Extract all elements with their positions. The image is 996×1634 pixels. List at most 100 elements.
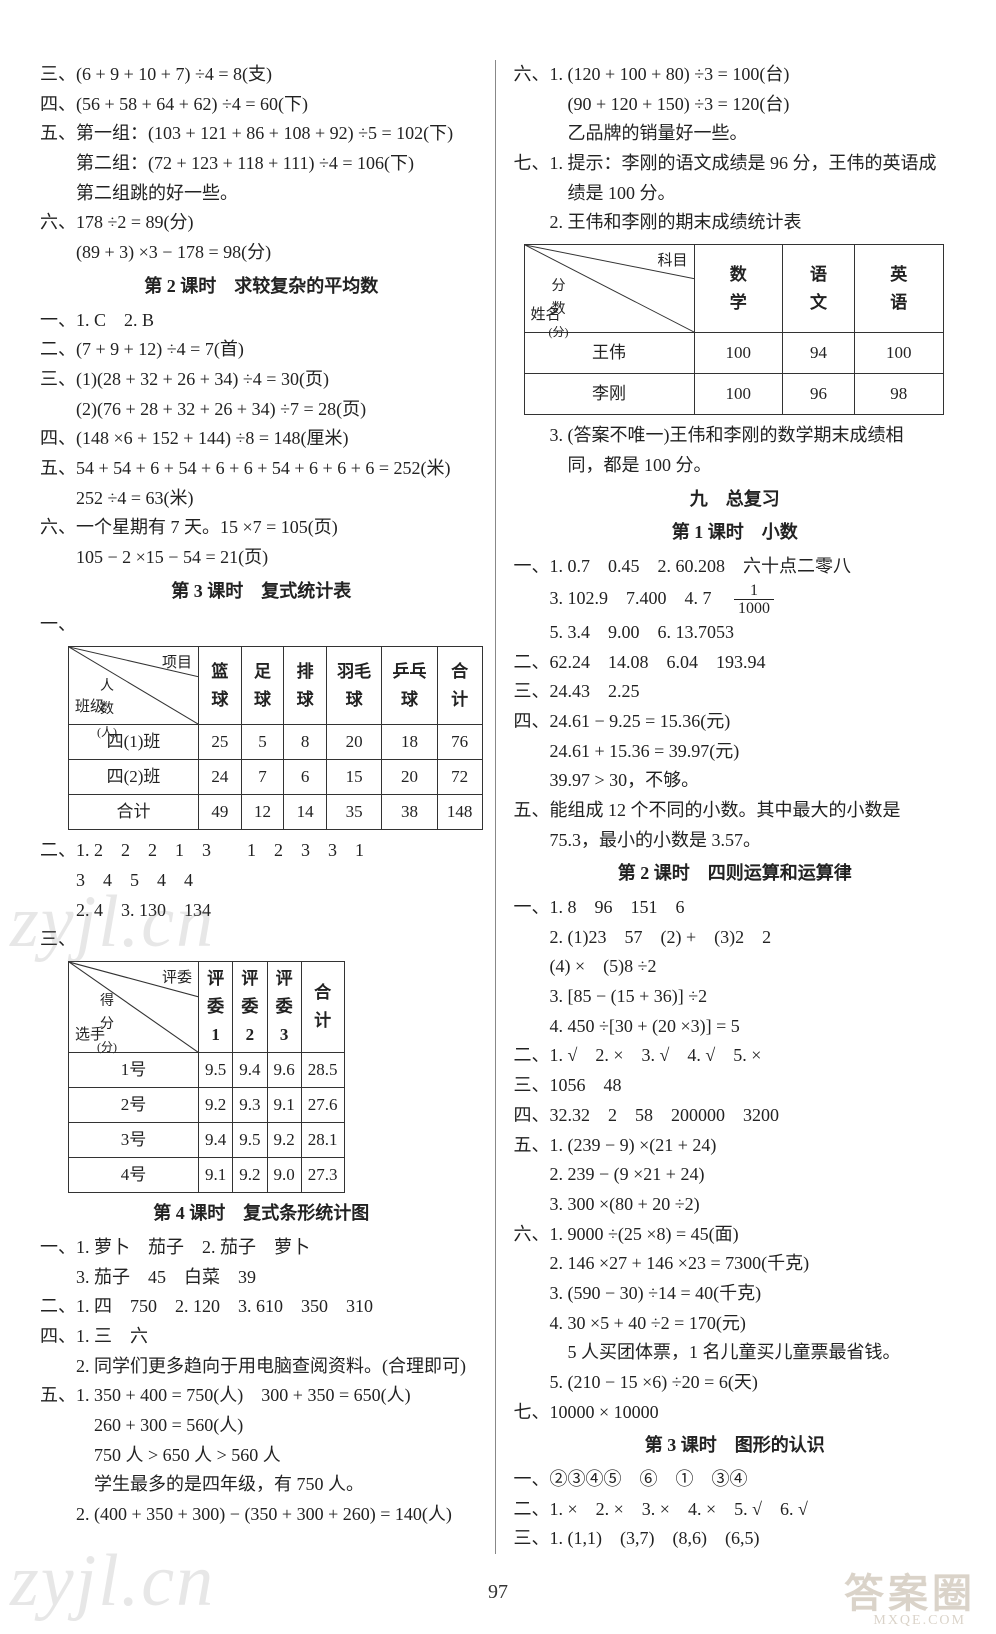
- page: 三、(6 + 9 + 10 + 7) ÷4 = 8(支)四、(56 + 58 +…: [0, 0, 996, 1634]
- text-line: 105 − 2 ×15 − 54 = 21(页): [40, 543, 483, 573]
- cell: 100: [694, 333, 782, 374]
- table-row: 四(2)班2476152072: [69, 760, 483, 795]
- table-row: 王伟10094100: [524, 333, 943, 374]
- text-line: 3. [85 − (15 + 36)] ÷2: [514, 982, 957, 1012]
- cell: 9.4: [233, 1053, 267, 1088]
- table-diag-header: 评委 得分(分) 选手: [69, 961, 199, 1052]
- cell: 9.2: [233, 1158, 267, 1193]
- text-line: (89 + 3) ×3 − 178 = 98(分): [40, 238, 483, 268]
- text-line: 3. (590 − 30) ÷14 = 40(千克): [514, 1279, 957, 1309]
- cell: 28.1: [301, 1123, 344, 1158]
- text-line: 3. 茄子 45 白菜 39: [40, 1263, 483, 1293]
- cell: 28.5: [301, 1053, 344, 1088]
- table-row: 四(1)班2558201876: [69, 725, 483, 760]
- text-line: 三、1. (1,1) (3,7) (8,6) (6,5): [514, 1524, 957, 1554]
- cell: 94: [782, 333, 854, 374]
- row-label: 四(1)班: [69, 725, 199, 760]
- heading-r-lesson-2: 第 2 课时 四则运算和运算律: [514, 859, 957, 889]
- text-line: 3. 300 ×(80 + 20 ÷2): [514, 1190, 957, 1220]
- table-row: 3号9.49.59.228.1: [69, 1123, 345, 1158]
- text-line: 5. (210 − 15 ×6) ÷20 = 6(天): [514, 1368, 957, 1398]
- text-line: 一、1. C 2. B: [40, 306, 483, 336]
- cell: 9.2: [267, 1123, 301, 1158]
- text-line: 260 + 300 = 560(人): [40, 1411, 483, 1441]
- text-line: 四、1. 三 六: [40, 1322, 483, 1352]
- cell: 9.1: [199, 1158, 233, 1193]
- text-line: (90 + 120 + 150) ÷3 = 120(台): [514, 90, 957, 120]
- table-diag-header: 项目 人数(人) 班级: [69, 647, 199, 725]
- text-line: 七、1. 提示：李刚的语文成绩是 96 分，王伟的英语成: [514, 149, 957, 179]
- cell: 72: [437, 760, 482, 795]
- page-number: 97: [488, 1581, 508, 1604]
- text-line: 5. 3.4 9.00 6. 13.7053: [514, 618, 957, 648]
- cell: 18: [382, 725, 437, 760]
- text-line: 一、②③④⑤ ⑥ ① ③④: [514, 1465, 957, 1495]
- text-line: (4) × (5)8 ÷2: [514, 952, 957, 982]
- table-judges: 评委 得分(分) 选手 评委1 评委2 评委3 合计 1号9.59.49.628…: [68, 961, 345, 1193]
- text-line: 乙品牌的销量好一些。: [514, 119, 957, 149]
- text-line: 24.61 + 15.36 = 39.97(元): [514, 737, 957, 767]
- cell: 9.2: [199, 1088, 233, 1123]
- text-line: 4. 30 ×5 + 40 ÷2 = 170(元): [514, 1309, 957, 1339]
- text-line: 六、178 ÷2 = 89(分): [40, 208, 483, 238]
- cell: 14: [284, 795, 327, 830]
- text-line: 2. 4 3. 130 134: [40, 896, 483, 926]
- text-line: 一、1. 8 96 151 6: [514, 893, 957, 923]
- text-line: 一、1. 0.7 0.45 2. 60.208 六十点二零八: [514, 552, 957, 582]
- row-label: 四(2)班: [69, 760, 199, 795]
- row-label: 1号: [69, 1053, 199, 1088]
- row-label: 2号: [69, 1088, 199, 1123]
- text-line: 252 ÷4 = 63(米): [40, 484, 483, 514]
- heading-r-lesson-1: 第 1 课时 小数: [514, 518, 957, 548]
- text-line: 第二组跳的好一些。: [40, 179, 483, 209]
- text-line: 四、32.32 2 58 200000 3200: [514, 1101, 957, 1131]
- text-line: 三、(6 + 9 + 10 + 7) ÷4 = 8(支): [40, 60, 483, 90]
- text-line: 2. 王伟和李刚的期末成绩统计表: [514, 208, 957, 238]
- table-class-sports: 项目 人数(人) 班级 篮球 足球 排球 羽毛球 乒乓球 合计 四(1)班255…: [68, 646, 483, 830]
- table-diag-header: 科目 分数(分) 姓名: [524, 245, 694, 333]
- cell: 9.0: [267, 1158, 301, 1193]
- text-line: 二、(7 + 9 + 12) ÷4 = 7(首): [40, 335, 483, 365]
- text-line: 2. (400 + 350 + 300) − (350 + 300 + 260)…: [40, 1500, 483, 1530]
- cell: 24: [199, 760, 242, 795]
- text-line: 四、24.61 − 9.25 = 15.36(元): [514, 707, 957, 737]
- cell: 76: [437, 725, 482, 760]
- text-line: 学生最多的是四年级，有 750 人。: [40, 1470, 483, 1500]
- table-exam-scores: 科目 分数(分) 姓名 数学 语文 英语 王伟10094100李刚1009698: [524, 244, 944, 415]
- text-line: 三、(1)(28 + 32 + 26 + 34) ÷4 = 30(页): [40, 365, 483, 395]
- text-line: 二、62.24 14.08 6.04 193.94: [514, 648, 957, 678]
- stamp-sub: MXQE.COM: [873, 1613, 966, 1629]
- text-line: 750 人 > 650 人 > 560 人: [40, 1441, 483, 1471]
- cell: 27.3: [301, 1158, 344, 1193]
- text-line: 五、能组成 12 个不同的小数。其中最大的小数是: [514, 796, 957, 826]
- text-line: 二、1. 四 750 2. 120 3. 610 350 310: [40, 1292, 483, 1322]
- text-line: 5 人买团体票，1 名儿童买儿童票最省钱。: [514, 1338, 957, 1368]
- text-line: 2. 146 ×27 + 146 ×23 = 7300(千克): [514, 1249, 957, 1279]
- text-line: 六、1. (120 + 100 + 80) ÷3 = 100(台): [514, 60, 957, 90]
- text-line: 五、54 + 54 + 6 + 54 + 6 + 6 + 54 + 6 + 6 …: [40, 454, 483, 484]
- cell: 35: [326, 795, 381, 830]
- text-line: 五、第一组：(103 + 121 + 86 + 108 + 92) ÷5 = 1…: [40, 119, 483, 149]
- text-line: 75.3，最小的小数是 3.57。: [514, 826, 957, 856]
- cell: 12: [241, 795, 284, 830]
- cell: 27.6: [301, 1088, 344, 1123]
- text-line: 2. 同学们更多趋向于用电脑查阅资料。(合理即可): [40, 1352, 483, 1382]
- text-line: 六、一个星期有 7 天。15 ×7 = 105(页): [40, 513, 483, 543]
- heading-r-lesson-3: 第 3 课时 图形的认识: [514, 1431, 957, 1461]
- two-column-layout: 三、(6 + 9 + 10 + 7) ÷4 = 8(支)四、(56 + 58 +…: [40, 60, 956, 1554]
- text-line: 3 4 5 4 4: [40, 866, 483, 896]
- right-column: 六、1. (120 + 100 + 80) ÷3 = 100(台) (90 + …: [496, 60, 957, 1554]
- row-label: 合计: [69, 795, 199, 830]
- text-line: 二、1. 2 2 2 1 3 1 2 3 3 1: [40, 836, 483, 866]
- text-line: 四、(148 ×6 + 152 + 144) ÷8 = 148(厘米): [40, 424, 483, 454]
- text-line: 同，都是 100 分。: [514, 451, 957, 481]
- heading-lesson-4: 第 4 课时 复式条形统计图: [40, 1199, 483, 1229]
- text-line: 第二组：(72 + 123 + 118 + 111) ÷4 = 106(下): [40, 149, 483, 179]
- text-line: 3. 102.9 7.400 4. 7 1 1000: [514, 582, 957, 618]
- text-line: 2. (1)23 57 (2) + (3)2 2: [514, 923, 957, 953]
- cell: 9.5: [233, 1123, 267, 1158]
- text-line: 三、1056 48: [514, 1071, 957, 1101]
- text-line: 二、1. √ 2. × 3. √ 4. √ 5. ×: [514, 1041, 957, 1071]
- cell: 9.4: [199, 1123, 233, 1158]
- left-column: 三、(6 + 9 + 10 + 7) ÷4 = 8(支)四、(56 + 58 +…: [40, 60, 496, 1554]
